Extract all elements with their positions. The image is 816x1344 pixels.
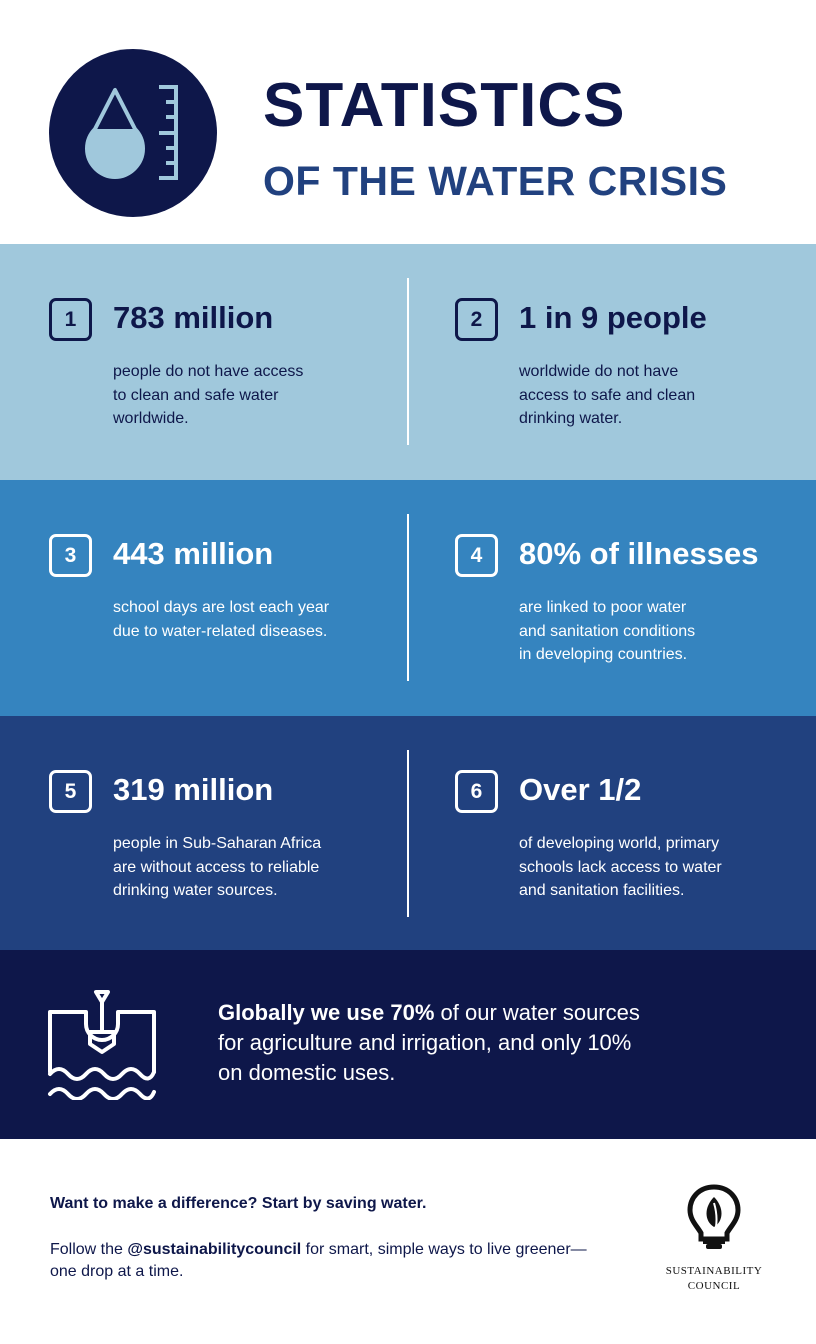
footer: Want to make a difference? Start by savi… [0, 1139, 816, 1344]
number-badge: 2 [455, 298, 498, 341]
follow-text: Follow the @sustainabilitycouncil for sm… [50, 1241, 587, 1280]
stat-value: 783 million [113, 300, 274, 335]
stat-description: school days are lost each year due to wat… [113, 599, 330, 640]
number-badge: 3 [49, 534, 92, 577]
number-badge: 5 [49, 770, 92, 813]
fact-banner [0, 950, 816, 1139]
social-handle[interactable]: @sustainabilitycouncil [127, 1241, 302, 1258]
stat-value: 1 in 9 people [519, 300, 707, 335]
stats-row-3: 5 319 million people in Sub-Saharan Afri… [0, 716, 816, 950]
organization-logo: SUSTAINABILITY COUNCIL [650, 1183, 778, 1294]
stats-row-1: 1 783 million people do not have access t… [0, 244, 816, 480]
call-to-action: Want to make a difference? Start by savi… [50, 1195, 427, 1212]
header: STATISTICS OF THE WATER CRISIS [0, 0, 816, 244]
shovel-digging-water-icon [46, 988, 158, 1105]
organization-name: SUSTAINABILITY COUNCIL [665, 1265, 763, 1292]
stat-description: people do not have access to clean and sa… [113, 363, 304, 427]
stat-description: worldwide do not have access to safe and … [519, 363, 696, 427]
water-drop-measure-icon [49, 49, 217, 217]
stat-value: 80% of illnesses [519, 536, 759, 571]
page-title: STATISTICS [263, 71, 626, 140]
stat-description: are linked to poor water and sanitation c… [519, 599, 696, 663]
fact-highlight: Globally we use 70% [218, 1000, 435, 1025]
stat-value: Over 1/2 [519, 772, 642, 807]
column-divider [407, 278, 409, 445]
stat-value: 319 million [113, 772, 274, 807]
stat-description: people in Sub-Saharan Africa are without … [113, 835, 322, 899]
number-badge: 4 [455, 534, 498, 577]
stat-description: of developing world, primary schools lack… [519, 835, 722, 899]
number-badge: 6 [455, 770, 498, 813]
lightbulb-leaf-icon [687, 1184, 741, 1249]
stat-value: 443 million [113, 536, 274, 571]
fact-text: Globally we use 70% of our water sources… [218, 1000, 640, 1085]
column-divider [407, 514, 409, 681]
column-divider [407, 750, 409, 917]
stats-row-2: 3 443 million school days are lost each … [0, 480, 816, 716]
page-subtitle: OF THE WATER CRISIS [263, 158, 728, 204]
number-badge: 1 [49, 298, 92, 341]
